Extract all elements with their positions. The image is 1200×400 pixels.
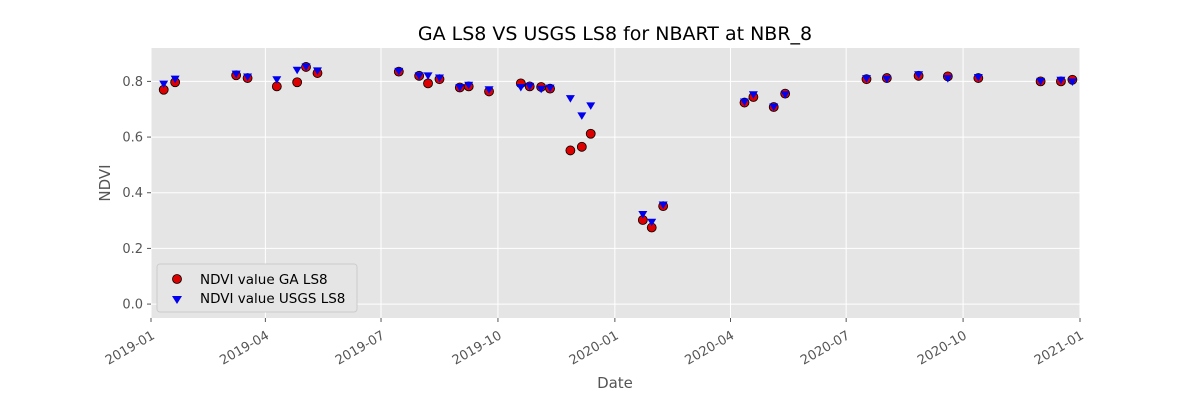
usgs-ls8-point: [170, 75, 180, 84]
usgs-ls8-point: [769, 103, 779, 112]
usgs-ls8-point: [312, 67, 322, 75]
usgs-ls8-point: [414, 72, 424, 80]
usgs-ls8-point: [243, 73, 253, 81]
y-tick-label: 0.8: [122, 75, 143, 90]
usgs-ls8-point: [780, 91, 790, 99]
y-axis-ticks: 0.0 0.2 0.4 0.6 0.8: [122, 75, 151, 313]
usgs-ls8-point: [1036, 77, 1046, 86]
usgs-ls8-point: [536, 85, 546, 94]
usgs-ls8-point: [301, 63, 311, 71]
usgs-ls8-point: [1067, 78, 1077, 86]
legend-triangle-marker: [172, 296, 182, 304]
legend-label-usgs: NDVI value USGS LS8: [200, 291, 345, 307]
usgs-ls8-point: [586, 102, 596, 110]
usgs-ls8-point: [484, 86, 494, 94]
usgs-ls8-point: [739, 98, 749, 106]
usgs-ls8-point: [525, 82, 535, 91]
usgs-ls8-point: [434, 74, 444, 83]
usgs-ls8-point: [1056, 76, 1066, 85]
chart-title: GA LS8 VS USGS LS8 for NBART at NBR_8: [418, 23, 812, 45]
usgs-ls8-point: [565, 95, 575, 103]
ga-ls8-point: [585, 128, 596, 139]
usgs-ls8-point: [516, 84, 526, 92]
usgs-ls8-point: [394, 67, 404, 76]
usgs-ls8-point: [423, 72, 433, 80]
usgs-ls8-point: [464, 81, 474, 90]
usgs-ls8-point: [973, 74, 983, 82]
usgs-ls8-point: [647, 218, 657, 227]
y-tick-label: 0.6: [122, 131, 143, 146]
usgs-ls8-point: [861, 75, 871, 83]
x-axis-label: Date: [597, 374, 633, 392]
legend-label-ga: NDVI value GA LS8: [200, 272, 328, 288]
usgs-ls8-point: [455, 84, 465, 92]
usgs-ls8-point: [748, 91, 758, 99]
ga-ls8-point: [576, 141, 587, 152]
usgs-ls8-point: [882, 75, 892, 84]
usgs-ls8-point: [943, 75, 953, 83]
usgs-ls8-point: [159, 80, 169, 89]
ga-ls8-point: [292, 77, 303, 88]
usgs-ls8-point: [914, 71, 924, 79]
usgs-ls8-point: [272, 76, 282, 84]
data-points: [158, 62, 1078, 233]
y-tick-label: 0.0: [122, 298, 143, 313]
y-tick-label: 0.4: [122, 186, 143, 201]
ga-ls8-point: [423, 78, 433, 89]
y-tick-label: 0.2: [122, 242, 143, 257]
usgs-ls8-point: [545, 84, 555, 93]
legend-circle-marker: [172, 274, 182, 284]
usgs-ls8-point: [658, 201, 668, 209]
legend: NDVI value GA LS8 NDVI value USGS LS8: [156, 263, 358, 313]
usgs-ls8-point: [292, 66, 302, 75]
usgs-ls8-point: [231, 70, 241, 79]
ga-ls8-point: [565, 145, 576, 156]
y-axis-label: NDVI: [96, 164, 114, 201]
legend-box: [156, 263, 358, 313]
usgs-ls8-point: [577, 112, 587, 120]
usgs-ls8-point: [638, 210, 648, 219]
grid-lines: [150, 48, 1081, 318]
